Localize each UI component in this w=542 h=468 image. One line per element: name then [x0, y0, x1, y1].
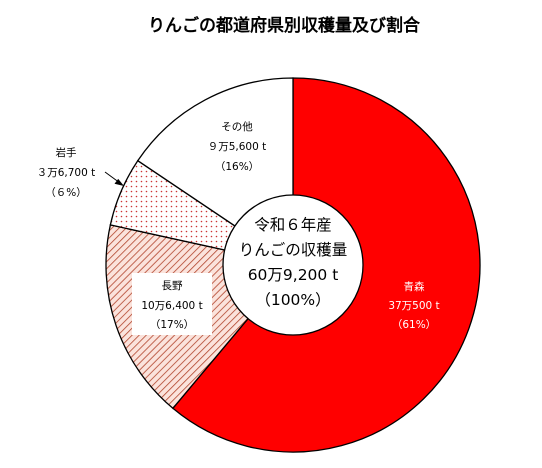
slice-label-aomori: 青森 37万500 t （61%）: [388, 280, 439, 331]
label-iwate-name: 岩手: [56, 146, 77, 159]
label-nagano-value: 10万6,400 t: [141, 300, 202, 312]
center-label-line-3: 60万9,200 t: [248, 266, 339, 284]
leader-arrowhead-iwate: [114, 178, 124, 186]
slice-label-iwate: 岩手 ３万6,700 t （６%）: [37, 146, 124, 199]
label-other-percent: （16%）: [215, 161, 259, 173]
label-nagano-name: 長野: [162, 280, 183, 292]
label-iwate-percent: （６%）: [45, 187, 86, 199]
center-label-line-1: 令和６年産: [254, 216, 332, 234]
donut-hole: [222, 194, 364, 336]
label-aomori-name: 青森: [404, 280, 425, 293]
label-nagano-box: [132, 273, 212, 335]
slice-label-other: その他 ９万5,600 t （16%）: [208, 120, 267, 173]
chart-title: りんごの都道府県別収穫量及び割合: [148, 15, 421, 36]
slice-label-nagano: 長野 10万6,400 t （17%）: [132, 273, 212, 335]
label-aomori-value: 37万500 t: [388, 300, 439, 312]
label-other-name: その他: [221, 120, 253, 133]
label-other-value: ９万5,600 t: [208, 141, 267, 153]
center-label-line-4: （100%）: [255, 291, 330, 309]
label-iwate-value: ３万6,700 t: [37, 167, 96, 179]
center-label-line-2: りんごの収穫量: [239, 241, 348, 259]
label-nagano-percent: （17%）: [150, 319, 194, 331]
label-aomori-percent: （61%）: [392, 319, 436, 331]
